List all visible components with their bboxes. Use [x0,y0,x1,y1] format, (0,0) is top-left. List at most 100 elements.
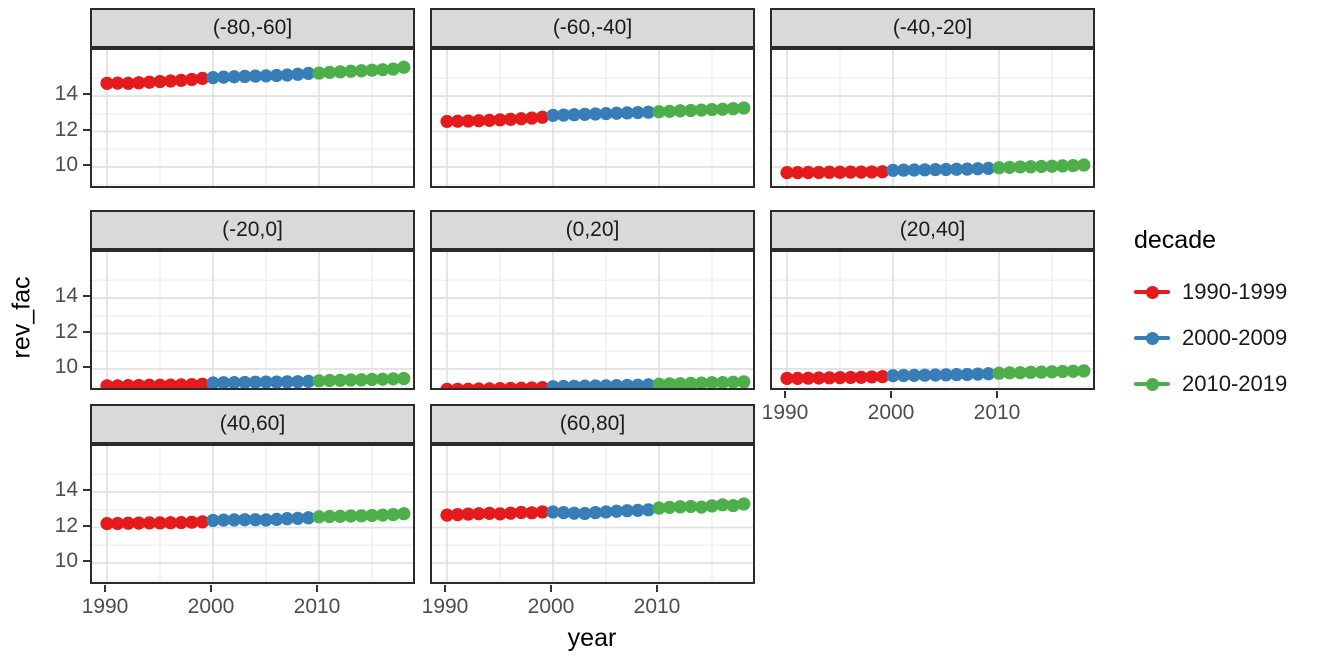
y-axis-title: rev_fac [7,276,36,359]
data-point [716,376,730,388]
data-point [227,513,241,527]
x-axis-tick [104,585,106,592]
data-point [100,517,114,531]
data-point [567,108,581,122]
x-axis-tick [316,585,318,592]
data-point [248,69,262,83]
data-point [716,498,730,512]
data-point [270,512,284,526]
data-point [620,504,634,518]
points-2000-2009 [886,161,995,177]
data-point [397,507,411,521]
y-axis-tick-label: 12 [54,513,78,537]
data-point [641,105,655,119]
legend-entry-label: 2000-2009 [1182,325,1288,350]
facet-panel [430,48,755,188]
data-point [132,76,146,90]
data-point [694,103,708,117]
data-point [142,378,156,388]
y-axis-tick [83,365,90,368]
data-point [195,377,209,388]
data-point [461,382,475,388]
data-point [1003,366,1017,380]
data-point [599,379,613,388]
facet-strip: (60,80] [430,404,755,444]
data-point [1034,365,1048,379]
data-point [897,163,911,177]
facet-strip: (-80,-60] [90,8,415,48]
x-axis-title: year [567,624,617,652]
data-point [854,370,868,384]
data-point [248,375,262,388]
data-point [482,382,496,388]
data-point [259,375,273,388]
data-point [567,506,581,520]
data-point [726,498,740,513]
data-point [1066,364,1080,378]
data-point [557,108,571,122]
data-point [886,369,900,383]
y-axis-tick [83,163,90,166]
data-point [185,377,199,388]
data-point [365,63,379,77]
data-point [164,378,178,388]
data-point [185,515,199,529]
x-axis-tick-label: 1990 [761,401,809,424]
data-point [992,161,1006,175]
data-point [206,376,220,388]
points-1990-1999 [100,515,209,531]
points-2010-2019 [312,371,411,388]
y-axis-tick-label: 10 [54,152,78,176]
data-point [1013,366,1027,380]
data-point [535,110,549,124]
data-point [875,165,889,179]
data-point [206,71,220,85]
data-point [1024,160,1038,174]
data-point [270,375,284,388]
data-point [737,375,751,388]
data-point [504,506,518,520]
points-2010-2019 [652,101,751,119]
legend-point-glyph [1145,285,1159,299]
legend-key-icon [1134,281,1170,303]
data-point [121,379,135,388]
data-point [493,113,507,127]
data-point [950,368,964,382]
data-point [514,112,528,126]
data-point [376,372,390,386]
data-point [960,367,974,382]
data-point [673,500,687,514]
points-1990-1999 [440,380,549,388]
facet-panel [90,444,415,584]
data-point [482,113,496,127]
data-point [737,497,751,511]
data-point [259,69,273,83]
points-2010-2019 [992,364,1091,380]
data-point [386,62,400,76]
data-point [620,106,634,120]
data-point [1077,364,1091,378]
data-point [132,378,146,388]
points-2010-2019 [312,507,411,524]
points-2000-2009 [206,511,315,528]
data-point [610,504,624,518]
y-axis-tick-label: 10 [54,548,78,572]
data-point [588,506,602,520]
y-axis-tick-label: 12 [54,319,78,343]
y-axis-tick [83,330,90,333]
data-point [132,516,146,530]
data-point [801,371,815,385]
data-point [875,369,889,384]
data-point [1003,160,1017,174]
data-point [525,381,539,388]
data-point [981,367,995,381]
legend-entry-label: 2010-2019 [1182,371,1288,396]
data-point [567,379,581,388]
data-point [557,379,571,388]
x-axis-tick-label: 2010 [633,595,681,618]
data-point [928,368,942,382]
data-point [535,380,549,388]
data-point [950,162,964,176]
data-point [397,371,411,386]
